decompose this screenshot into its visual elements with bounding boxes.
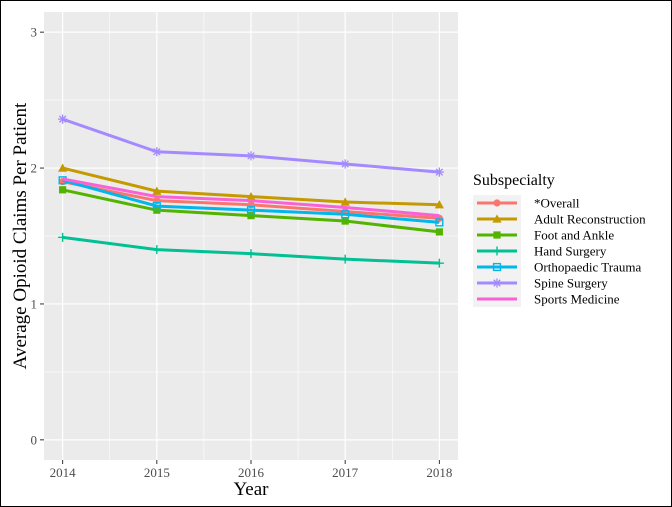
y-tick-label: 3: [31, 25, 38, 40]
legend-label: Orthopaedic Trauma: [534, 260, 641, 275]
data-point: [340, 197, 350, 206]
data-point: [152, 202, 161, 211]
legend-label: Spine Surgery: [534, 276, 608, 291]
legend-label: Hand Surgery: [534, 244, 607, 259]
legend-key-marker: [492, 262, 502, 272]
x-tick-label: 2014: [50, 465, 77, 480]
data-point: [341, 217, 349, 225]
y-axis-title: Average Opioid Claims Per Patient: [10, 102, 31, 369]
data-point: [435, 218, 444, 227]
data-point: [340, 159, 350, 169]
legend-label: Adult Reconstruction: [534, 212, 646, 227]
series-adult-reconstruction: [58, 163, 444, 209]
series-line: [62, 178, 440, 224]
data-point: [58, 232, 68, 242]
legend-label: Foot and Ankle: [534, 228, 614, 243]
legend-label: *Overall: [534, 196, 580, 211]
y-tick-label: 2: [31, 161, 38, 176]
legend-key-marker: [492, 214, 502, 223]
data-point: [434, 200, 444, 209]
y-tick-label: 0: [31, 432, 38, 447]
data-point: [246, 151, 256, 161]
data-point: [152, 186, 162, 195]
series-orthopaedic-trauma: [58, 176, 444, 227]
data-point: [246, 249, 256, 259]
data-point: [58, 114, 68, 124]
data-point: [246, 191, 256, 201]
data-point: [341, 210, 350, 219]
data-point: [434, 167, 444, 177]
legend-title: Subspecialty: [473, 172, 555, 189]
x-tick-label: 2018: [426, 465, 452, 480]
legend-label: Sports Medicine: [534, 292, 620, 307]
data-point: [152, 245, 162, 255]
legend-key-marker: [492, 278, 502, 288]
x-tick-label: 2017: [332, 465, 359, 480]
data-point: [434, 258, 444, 268]
data-point: [58, 163, 68, 172]
series-hand-surgery: [58, 232, 444, 268]
data-point: [340, 254, 350, 264]
data-point: [152, 147, 162, 157]
x-tick-labels: 2014 2015 2016 2017 2018: [50, 460, 452, 480]
x-axis-title: Year: [233, 479, 269, 500]
x-tick-label: 2016: [238, 465, 265, 480]
data-point: [246, 206, 256, 215]
data-point: [247, 212, 255, 220]
legend-key-marker: [492, 246, 502, 256]
series-line: [62, 177, 440, 218]
series-spine-surgery: [58, 114, 444, 177]
legend-key-marker: [493, 231, 501, 239]
x-tick-label: 2015: [144, 465, 170, 480]
y-tick-labels: 0 1 2 3: [31, 25, 44, 447]
series-group: [58, 114, 444, 268]
legend-key-marker: [493, 199, 501, 207]
data-point: [435, 228, 443, 236]
data-point: [59, 186, 67, 194]
series-sports-medicine: [62, 177, 440, 218]
grid-lines: [44, 12, 458, 460]
y-tick-label: 1: [31, 296, 38, 311]
